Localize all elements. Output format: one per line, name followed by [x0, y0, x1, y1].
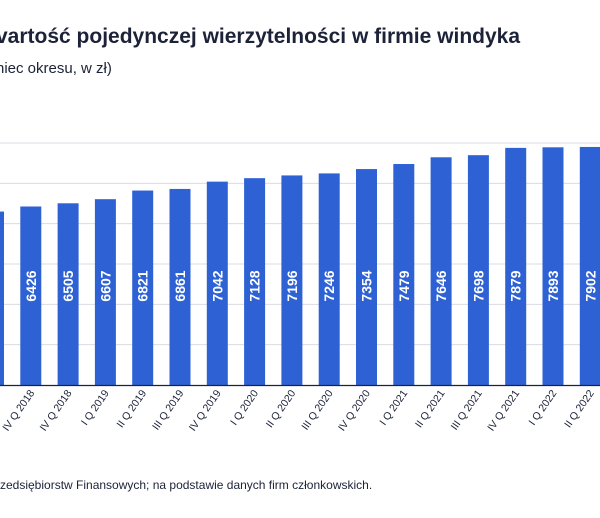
x-tick-label: IV Q 2018 — [38, 388, 75, 434]
bar-value-label: 6426 — [23, 270, 39, 301]
chart-title: vartość pojedynczej wierzytelności w fir… — [0, 25, 521, 48]
x-tick-label: I Q 2021 — [377, 388, 410, 428]
bar-value-label: 6607 — [97, 270, 113, 301]
bar-value-label: 7479 — [396, 270, 412, 301]
x-tick-label: II Q 2021 — [413, 388, 448, 430]
bar-value-label: 7879 — [508, 270, 524, 301]
bar — [579, 146, 600, 385]
bar-value-label: 7646 — [433, 270, 449, 301]
x-tick-label: III Q 2019 — [150, 388, 186, 433]
x-tick-label: II Q 2020 — [264, 388, 299, 430]
bar — [393, 164, 415, 385]
source-note: rzedsiębiorstw Finansowych; na podstawie… — [0, 478, 373, 492]
x-tick-label: II Q 2019 — [115, 388, 150, 430]
bar — [0, 211, 4, 385]
bar — [505, 147, 527, 385]
x-tick-labels: IV Q 2018 IV Q 2018 I Q 2019 II Q 2019 III Q… — [0, 388, 597, 434]
bar — [318, 173, 340, 385]
bar — [94, 199, 116, 385]
x-tick-label: IV Q 2021 — [485, 388, 522, 434]
bar — [542, 147, 564, 385]
chart-subtitle: niec okresu, w zł) — [0, 60, 112, 77]
bar-value-label: 7354 — [359, 270, 375, 301]
bar — [20, 206, 42, 385]
bar — [281, 175, 303, 385]
bar — [467, 155, 489, 385]
bar-value-label: 7246 — [321, 270, 337, 301]
bar-value-label: 7196 — [284, 270, 300, 301]
x-tick-label: I Q 2020 — [228, 388, 261, 428]
bar-value-label: 7893 — [545, 270, 561, 301]
x-tick-label: III Q 2021 — [449, 388, 485, 433]
bar-value-label: 7902 — [582, 270, 598, 301]
bar-value-label: 6505 — [60, 270, 76, 301]
bar-value-label: 7042 — [209, 270, 225, 301]
x-tick-label: IV Q 2019 — [187, 388, 224, 434]
x-tick-label: III Q 2020 — [299, 388, 335, 433]
x-tick-label: II Q 2022 — [562, 388, 597, 430]
value-labels: 6426 6505 6607 6821 6861 7042 7128 7196 7246 7354… — [23, 270, 598, 301]
bar-value-label: 7698 — [470, 270, 486, 301]
bar — [430, 157, 452, 385]
x-tick-label: IV Q 2020 — [336, 388, 373, 434]
bar — [244, 178, 266, 385]
bar — [206, 181, 228, 385]
bar-value-label: 6861 — [172, 270, 188, 301]
x-tick-label: I Q 2022 — [527, 388, 560, 428]
bar — [57, 203, 79, 385]
bars — [0, 146, 600, 385]
x-tick-label: I Q 2019 — [79, 388, 112, 428]
bar — [169, 188, 191, 385]
x-tick-label: IV Q 2018 — [0, 388, 37, 434]
bar — [356, 169, 377, 385]
bar-chart: 6426 6505 6607 6821 6861 7042 7128 7196 7246 7354… — [0, 142, 600, 434]
bar — [132, 190, 154, 385]
bar-value-label: 7128 — [247, 270, 263, 301]
bar-value-label: 6821 — [135, 270, 151, 301]
